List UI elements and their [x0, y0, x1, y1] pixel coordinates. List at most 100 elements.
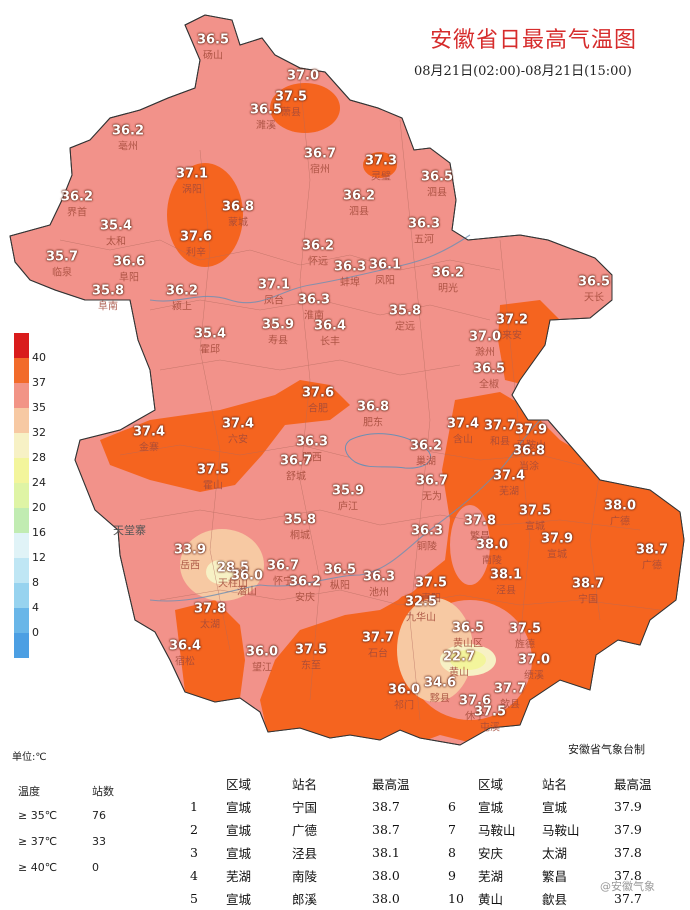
ranking-header-row: 区域 站名 最高温	[448, 772, 684, 795]
station-temperature: 37.1	[257, 277, 291, 293]
agency-credit: 安徽省气象台制	[568, 743, 645, 756]
legend-swatch	[14, 433, 29, 458]
rank-region: 宣城	[226, 823, 252, 838]
unit-label: 单位:℃	[12, 752, 47, 763]
station-name: 天柱山	[218, 578, 248, 590]
stats-range: ≥ 37℃	[18, 834, 58, 848]
map-label-tiantangzhai: 天堂寨	[113, 524, 146, 537]
rank-region: 宣城	[226, 892, 252, 907]
station-name: 霍山	[203, 480, 223, 492]
rank-number: 5	[190, 891, 198, 906]
station-temperature: 38.7	[635, 542, 669, 558]
rank-temp: 38.7	[372, 822, 400, 837]
hot-zone-center-west	[100, 380, 350, 492]
station-name: 太和	[106, 236, 126, 248]
rank-number: 3	[190, 845, 198, 860]
station-name: 池州	[369, 587, 389, 599]
station-name: 利辛	[186, 247, 206, 259]
station-name: 太湖	[200, 619, 220, 631]
stats-header-temp: 温度	[18, 785, 40, 798]
station-temperature: 35.9	[261, 317, 295, 333]
legend-tick-label: 28	[32, 451, 46, 464]
ranking-row: 9 芜湖 繁昌 37.8	[448, 864, 684, 887]
rank-temp: 37.8	[614, 868, 642, 883]
legend-swatch	[14, 383, 29, 408]
station-name: 枞阳	[330, 580, 350, 592]
station-name: 马鞍山	[516, 440, 546, 452]
station-temperature: 35.8	[283, 512, 317, 528]
station-temperature: 36.5	[323, 562, 357, 578]
station-temperature: 36.5	[249, 102, 283, 118]
station-name: 阜阳	[119, 272, 139, 284]
station-temperature: 37.5	[414, 575, 448, 591]
station-name: 六安	[228, 434, 248, 446]
station-name: 歙县	[500, 699, 520, 711]
station-temperature: 37.6	[301, 385, 335, 401]
station-temperature: 35.4	[99, 218, 133, 234]
station-name: 全椒	[479, 379, 499, 391]
station-temperature: 36.7	[279, 453, 313, 469]
station-name: 黟县	[430, 693, 450, 705]
station-temperature: 36.4	[313, 318, 347, 334]
rank-number: 4	[190, 868, 198, 883]
station-temperature: 36.2	[288, 574, 322, 590]
legend-tick-label: 8	[32, 576, 39, 589]
station-temperature: 37.6	[179, 229, 213, 245]
rank-number: 9	[448, 868, 456, 883]
station-name: 临泉	[52, 267, 72, 279]
station-temperature: 37.0	[286, 68, 320, 84]
station-name: 潜山	[237, 586, 257, 598]
station-temperature: 38.0	[603, 498, 637, 514]
station-name: 泗县	[427, 187, 447, 199]
station-temperature: 37.7	[361, 630, 395, 646]
rank-number: 6	[448, 799, 456, 814]
station-name: 南陵	[482, 555, 502, 567]
hot-zone-north-west	[167, 163, 243, 267]
rank-station: 太湖	[542, 846, 568, 861]
legend-tick-label: 32	[32, 426, 46, 439]
rank-region: 黄山	[478, 892, 504, 907]
ranking-header-station: 站名	[292, 777, 318, 792]
station-temperature: 28.5	[216, 560, 250, 576]
legend-swatch	[14, 533, 29, 558]
rank-station: 繁昌	[542, 869, 568, 884]
ranking-table-left: 区域 站名 最高温 1 宣城 宁国 38.7 2 宣城 广德 38.7 3 宣城 泾县 38.1 …	[190, 772, 452, 910]
ranking-row: 6 宣城 宣城 37.9	[448, 795, 684, 818]
station-name: 泗县	[349, 206, 369, 218]
legend-swatch	[14, 583, 29, 608]
station-name: 屯溪	[480, 722, 500, 734]
station-count-stats: 温度 站数 ≥ 35℃ 76 ≥ 37℃ 33 ≥ 40℃ 0	[18, 780, 148, 880]
station-temperature: 36.8	[512, 443, 546, 459]
station-temperature: 37.1	[175, 166, 209, 182]
rank-temp: 38.7	[372, 799, 400, 814]
station-temperature: 36.2	[111, 123, 145, 139]
station-name: 九华山	[406, 612, 436, 624]
ranking-header-temp: 最高温	[372, 777, 410, 792]
hot-zone-lingbi	[363, 152, 397, 178]
station-temperature: 36.3	[297, 292, 331, 308]
station-temperature: 37.0	[517, 652, 551, 668]
rank-temp: 37.9	[614, 822, 642, 837]
station-temperature: 37.4	[132, 424, 166, 440]
station-temperature: 36.5	[196, 32, 230, 48]
rank-temp: 37.9	[614, 799, 642, 814]
station-temperature: 36.0	[245, 644, 279, 660]
station-temperature: 36.2	[342, 188, 376, 204]
station-name: 望江	[252, 662, 272, 674]
station-name: 宣城	[525, 521, 545, 533]
station-temperature: 36.7	[266, 558, 300, 574]
stats-count: 33	[92, 834, 106, 848]
station-temperature: 36.5	[420, 169, 454, 185]
ranking-header-region: 区域	[226, 777, 252, 792]
rank-number: 1	[190, 799, 198, 814]
station-temperature: 34.6	[423, 675, 457, 691]
station-temperature: 36.0	[387, 682, 421, 698]
ranking-row: 2 宣城 广德 38.7	[190, 818, 452, 841]
ranking-row: 7 马鞍山 马鞍山 37.9	[448, 818, 684, 841]
station-temperature: 37.3	[364, 153, 398, 169]
station-temperature: 37.5	[518, 503, 552, 519]
station-temperature: 37.5	[508, 621, 542, 637]
station-temperature: 36.2	[431, 265, 465, 281]
station-name: 繁昌	[470, 531, 490, 543]
stats-count: 0	[92, 860, 99, 874]
